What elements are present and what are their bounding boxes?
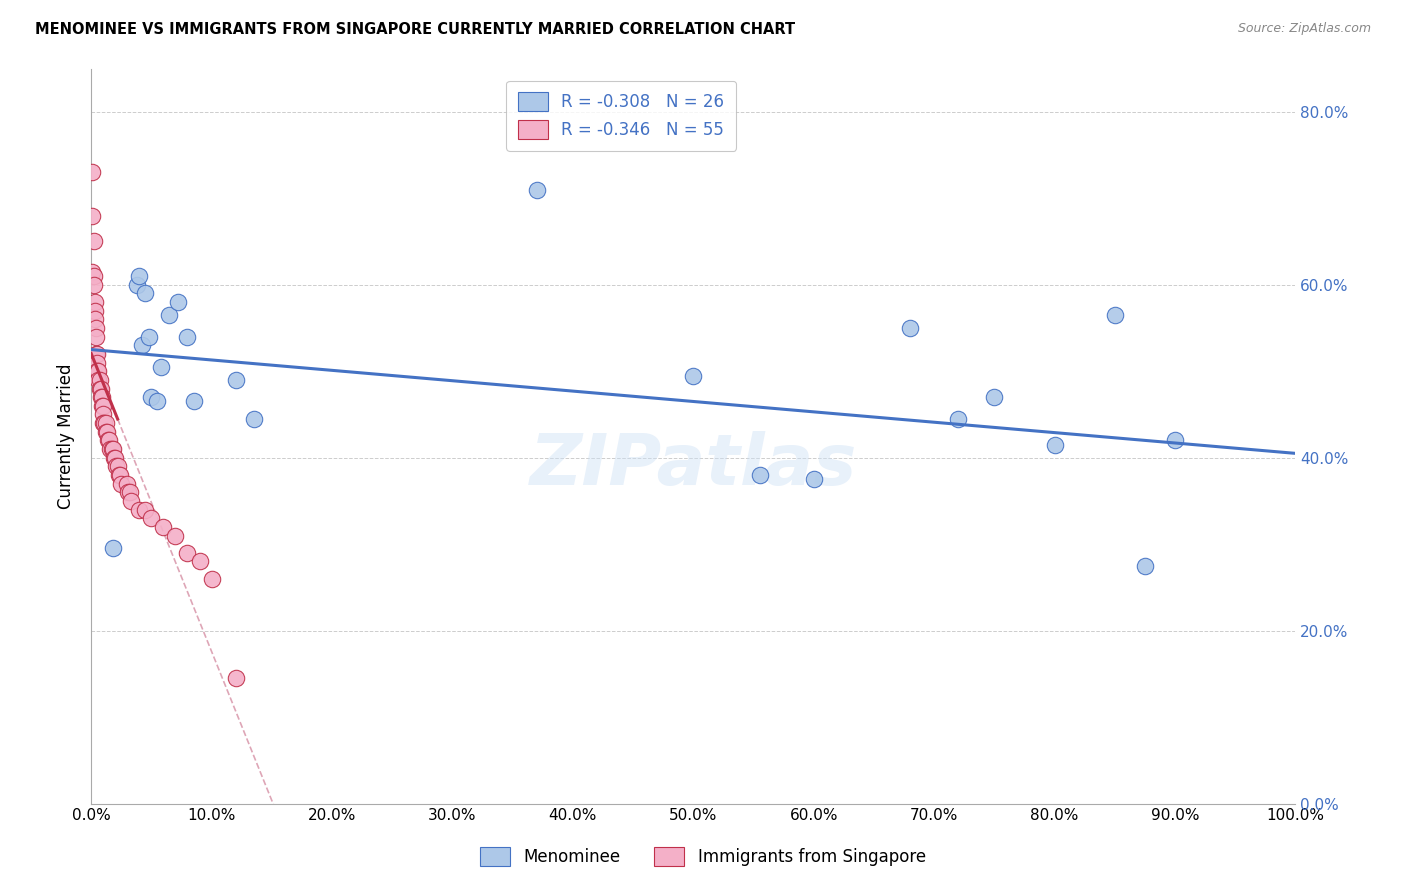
- Point: [104, 450, 127, 465]
- Text: ZIPatlas: ZIPatlas: [530, 431, 858, 500]
- Point: [83, 295, 105, 310]
- Point: [117, 476, 139, 491]
- Point: [1164, 434, 1187, 448]
- Point: [87, 364, 110, 378]
- Point: [83, 235, 105, 249]
- Point: [91, 390, 114, 404]
- Point: [803, 472, 825, 486]
- Point: [1043, 438, 1066, 452]
- Point: [898, 321, 921, 335]
- Text: Source: ZipAtlas.com: Source: ZipAtlas.com: [1237, 22, 1371, 36]
- Text: MENOMINEE VS IMMIGRANTS FROM SINGAPORE CURRENTLY MARRIED CORRELATION CHART: MENOMINEE VS IMMIGRANTS FROM SINGAPORE C…: [35, 22, 796, 37]
- Point: [86, 364, 108, 378]
- Point: [89, 382, 111, 396]
- Point: [96, 425, 118, 439]
- Point: [188, 554, 211, 568]
- Point: [101, 442, 124, 456]
- Point: [138, 329, 160, 343]
- Point: [97, 434, 120, 448]
- Point: [90, 382, 112, 396]
- Point: [134, 286, 156, 301]
- Point: [83, 303, 105, 318]
- Point: [107, 459, 129, 474]
- Legend: Menominee, Immigrants from Singapore: Menominee, Immigrants from Singapore: [474, 840, 932, 873]
- Point: [948, 411, 970, 425]
- Point: [82, 209, 104, 223]
- Point: [134, 502, 156, 516]
- Point: [183, 394, 205, 409]
- Point: [84, 321, 107, 335]
- Point: [100, 442, 122, 456]
- Point: [983, 390, 1005, 404]
- Point: [94, 416, 117, 430]
- Point: [108, 467, 131, 482]
- Point: [82, 165, 104, 179]
- Point: [128, 502, 150, 516]
- Point: [93, 416, 115, 430]
- Point: [141, 390, 163, 404]
- Point: [152, 520, 174, 534]
- Point: [84, 347, 107, 361]
- Point: [98, 434, 121, 448]
- Point: [89, 373, 111, 387]
- Point: [101, 541, 124, 556]
- Point: [83, 277, 105, 292]
- Point: [131, 338, 153, 352]
- Point: [83, 312, 105, 326]
- Point: [94, 425, 117, 439]
- Point: [125, 277, 148, 292]
- Point: [84, 329, 107, 343]
- Point: [200, 572, 222, 586]
- Point: [159, 308, 181, 322]
- Point: [526, 183, 548, 197]
- Point: [91, 408, 114, 422]
- Point: [86, 347, 108, 361]
- Point: [91, 399, 114, 413]
- Point: [87, 373, 110, 387]
- Point: [225, 373, 247, 387]
- Point: [105, 459, 128, 474]
- Point: [176, 546, 198, 560]
- Point: [118, 485, 141, 500]
- Point: [146, 394, 169, 409]
- Point: [141, 511, 163, 525]
- Point: [103, 450, 125, 465]
- Point: [110, 476, 132, 491]
- Point: [1133, 558, 1156, 573]
- Point: [120, 494, 142, 508]
- Point: [91, 416, 114, 430]
- Y-axis label: Currently Married: Currently Married: [58, 363, 75, 508]
- Legend: R = -0.308   N = 26, R = -0.346   N = 55: R = -0.308 N = 26, R = -0.346 N = 55: [506, 80, 735, 151]
- Point: [150, 359, 173, 374]
- Point: [117, 485, 139, 500]
- Point: [1104, 308, 1126, 322]
- Point: [682, 368, 704, 383]
- Point: [165, 528, 187, 542]
- Point: [91, 399, 114, 413]
- Point: [748, 467, 770, 482]
- Point: [90, 390, 112, 404]
- Point: [86, 355, 108, 369]
- Point: [83, 269, 105, 284]
- Point: [176, 329, 198, 343]
- Point: [225, 671, 247, 685]
- Point: [108, 467, 131, 482]
- Point: [242, 411, 264, 425]
- Point: [167, 295, 190, 310]
- Point: [128, 269, 150, 284]
- Point: [82, 265, 104, 279]
- Point: [100, 442, 122, 456]
